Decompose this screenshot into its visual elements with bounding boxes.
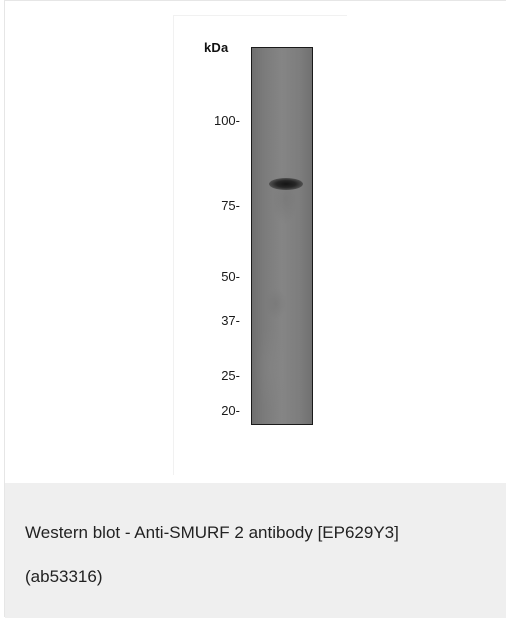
- image-card: kDa 100- 75- 50- 37- 25- 20- Western blo…: [4, 0, 506, 618]
- protein-band: [269, 178, 303, 190]
- caption-line-2: (ab53316): [25, 567, 103, 586]
- marker-label-37: 37-: [221, 313, 240, 328]
- kda-unit-label: kDa: [204, 40, 229, 55]
- marker-label-25: 25-: [221, 368, 240, 383]
- blot-lane: [251, 47, 313, 425]
- western-blot-figure: kDa 100- 75- 50- 37- 25- 20-: [173, 15, 347, 475]
- caption-line-1: Western blot - Anti-SMURF 2 antibody [EP…: [25, 523, 399, 542]
- marker-label-50: 50-: [221, 269, 240, 284]
- marker-label-20: 20-: [221, 403, 240, 418]
- figure-image-area[interactable]: kDa 100- 75- 50- 37- 25- 20-: [5, 1, 506, 483]
- marker-label-75: 75-: [221, 198, 240, 213]
- marker-label-100: 100-: [213, 113, 240, 128]
- caption-box: Western blot - Anti-SMURF 2 antibody [EP…: [5, 483, 506, 618]
